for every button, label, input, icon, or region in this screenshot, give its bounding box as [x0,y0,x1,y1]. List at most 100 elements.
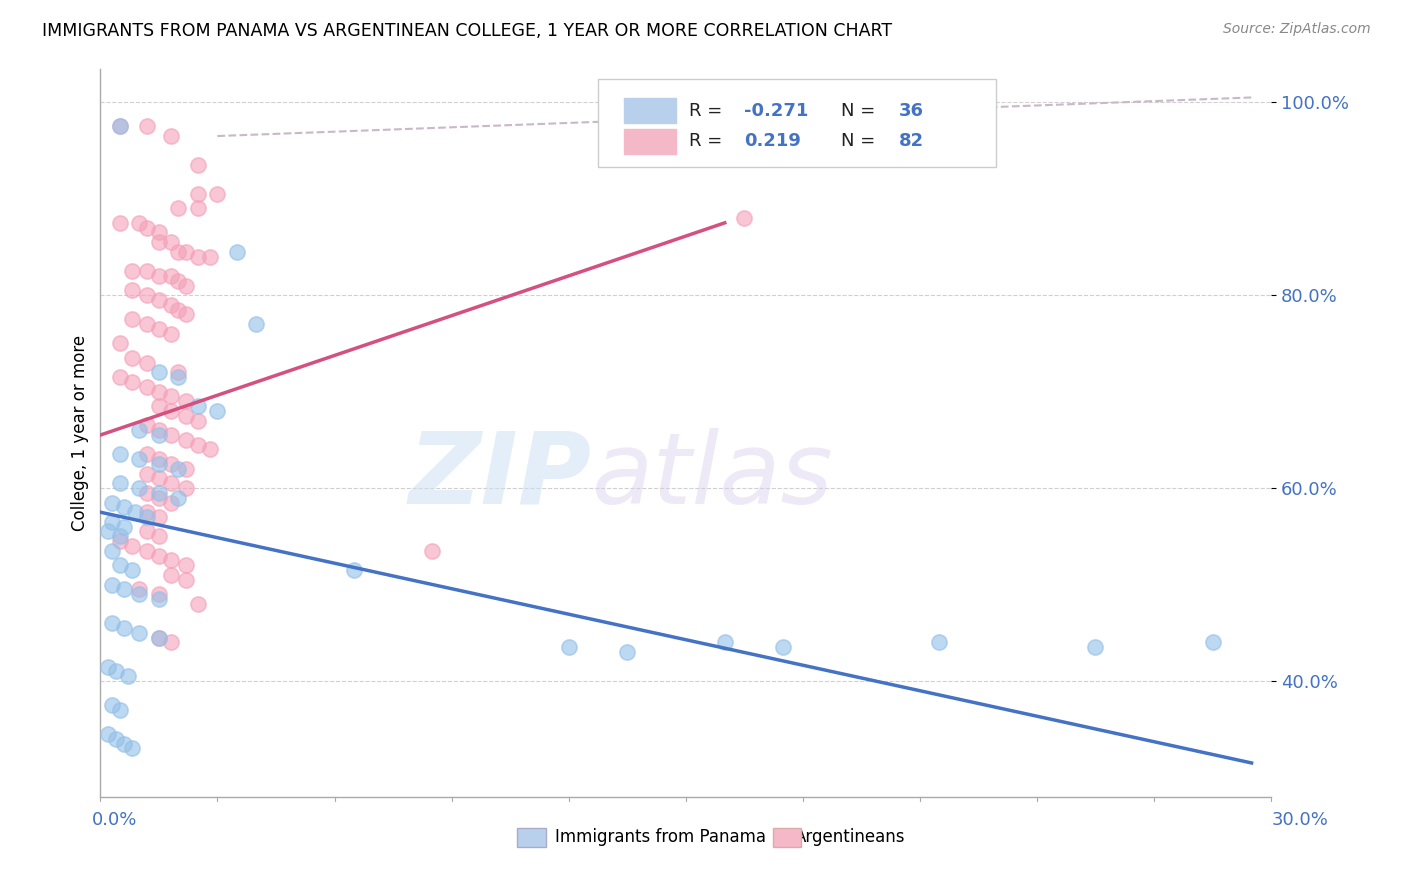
Point [187,438,209,452]
Point [207,404,229,418]
Point [101,577,124,591]
Point [148,631,170,645]
Point [101,515,124,529]
Text: N =: N = [841,102,882,120]
Point [187,158,209,172]
Point [128,452,150,467]
Point [174,558,197,573]
Point [108,534,131,549]
Point [167,370,190,384]
Point [108,529,131,543]
Point [557,640,579,655]
Point [148,510,170,524]
Point [136,120,159,134]
Text: R =: R = [689,102,728,120]
Point [136,505,159,519]
Point [159,567,181,582]
Text: 82: 82 [898,132,924,151]
Point [187,597,209,611]
Bar [624,98,676,123]
Point [167,365,190,379]
Point [101,698,124,712]
Point [136,264,159,278]
Text: ZIP: ZIP [409,428,592,524]
Point [159,129,181,144]
Point [121,351,143,365]
Point [148,452,170,467]
Point [187,413,209,427]
Point [148,365,170,379]
Point [148,399,170,413]
Point [148,529,170,543]
Point [136,467,159,481]
Point [112,519,135,533]
Point [121,264,143,278]
Point [136,447,159,461]
Point [112,737,135,751]
Text: Argentineans: Argentineans [794,828,905,846]
Point [108,216,131,230]
Point [1201,635,1223,649]
Point [187,202,209,216]
Point [207,186,229,201]
Point [108,120,131,134]
Point [112,582,135,597]
Point [136,524,159,539]
Point [136,418,159,433]
Point [128,582,150,597]
Point [128,216,150,230]
Point [148,491,170,505]
Point [148,293,170,307]
Point [121,375,143,389]
Point [136,543,159,558]
Point [159,235,181,249]
Point [174,394,197,409]
Point [148,592,170,607]
Point [117,669,139,683]
Point [108,703,131,717]
Point [174,244,197,259]
Point [136,220,159,235]
Point [198,442,221,457]
Point [159,404,181,418]
Point [148,268,170,283]
Point [159,457,181,471]
Point [108,336,131,351]
Point [108,558,131,573]
Point [128,423,150,437]
Point [187,250,209,264]
Point [148,457,170,471]
Point [167,302,190,317]
Point [104,665,127,679]
Point [167,462,190,476]
FancyBboxPatch shape [598,79,995,167]
Point [124,505,146,519]
Point [136,380,159,394]
Point [174,278,197,293]
Point [148,322,170,336]
Text: -0.271: -0.271 [744,102,808,120]
Text: R =: R = [689,132,728,151]
Point [174,433,197,447]
Point [128,625,150,640]
Point [121,563,143,577]
Point [148,587,170,601]
Point [226,244,249,259]
Point [121,312,143,326]
Point [136,510,159,524]
Point [108,370,131,384]
Point [159,635,181,649]
Point [245,317,267,331]
Point [148,384,170,399]
Point [159,476,181,491]
Point [174,308,197,322]
Point [713,635,735,649]
Point [101,495,124,509]
Point [101,616,124,631]
Point [148,549,170,563]
Point [167,491,190,505]
Point [136,288,159,302]
Point [174,462,197,476]
Point [112,621,135,635]
Point [121,284,143,298]
